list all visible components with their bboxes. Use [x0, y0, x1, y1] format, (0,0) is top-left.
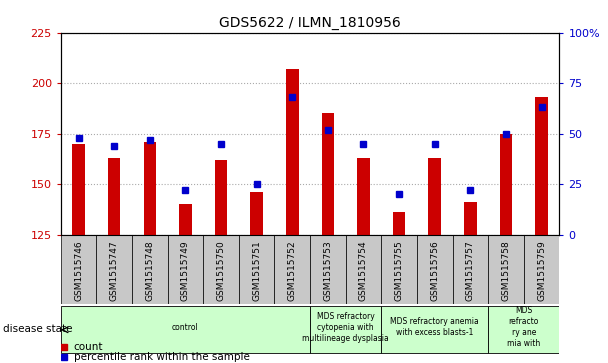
Text: GSM1515747: GSM1515747	[109, 240, 119, 301]
Bar	[108, 158, 120, 234]
Bar	[381, 306, 488, 353]
Bar	[322, 114, 334, 234]
Text: count: count	[74, 342, 103, 352]
Bar	[381, 234, 417, 304]
Text: GSM1515750: GSM1515750	[216, 240, 226, 301]
Text: GSM1515751: GSM1515751	[252, 240, 261, 301]
Bar	[143, 142, 156, 234]
Bar	[203, 234, 239, 304]
Bar	[346, 234, 381, 304]
Text: GSM1515755: GSM1515755	[395, 240, 404, 301]
Bar	[310, 234, 346, 304]
Text: percentile rank within the sample: percentile rank within the sample	[74, 352, 249, 362]
Bar	[488, 306, 559, 353]
Bar	[179, 204, 192, 234]
Bar	[429, 158, 441, 234]
Text: GSM1515752: GSM1515752	[288, 240, 297, 301]
Bar	[500, 134, 512, 234]
Bar	[97, 234, 132, 304]
Text: MDS
refracto
ry ane
mia with: MDS refracto ry ane mia with	[507, 306, 541, 348]
Bar	[168, 234, 203, 304]
Text: GSM1515756: GSM1515756	[430, 240, 439, 301]
Bar	[286, 69, 299, 234]
Bar	[274, 234, 310, 304]
Bar	[132, 234, 168, 304]
Bar	[250, 192, 263, 234]
Text: GSM1515748: GSM1515748	[145, 240, 154, 301]
Text: disease state: disease state	[3, 323, 72, 334]
Bar	[488, 234, 523, 304]
Text: GSM1515749: GSM1515749	[181, 240, 190, 301]
Bar	[310, 306, 381, 353]
Bar	[72, 144, 85, 234]
Bar	[61, 234, 97, 304]
Bar	[464, 202, 477, 234]
Bar	[239, 234, 274, 304]
Text: MDS refractory
cytopenia with
multilineage dysplasia: MDS refractory cytopenia with multilinea…	[302, 311, 389, 343]
Text: GSM1515754: GSM1515754	[359, 240, 368, 301]
Bar	[452, 234, 488, 304]
Bar	[523, 234, 559, 304]
Text: GSM1515758: GSM1515758	[502, 240, 511, 301]
Bar	[417, 234, 452, 304]
Bar	[61, 306, 310, 353]
Text: GSM1515746: GSM1515746	[74, 240, 83, 301]
Text: GSM1515753: GSM1515753	[323, 240, 333, 301]
Bar	[358, 158, 370, 234]
Bar	[535, 97, 548, 234]
Text: MDS refractory anemia
with excess blasts-1: MDS refractory anemia with excess blasts…	[390, 317, 479, 337]
Text: GSM1515757: GSM1515757	[466, 240, 475, 301]
Bar	[393, 212, 406, 234]
Text: GSM1515759: GSM1515759	[537, 240, 546, 301]
Title: GDS5622 / ILMN_1810956: GDS5622 / ILMN_1810956	[219, 16, 401, 30]
Text: control: control	[172, 323, 199, 332]
Bar	[215, 160, 227, 234]
